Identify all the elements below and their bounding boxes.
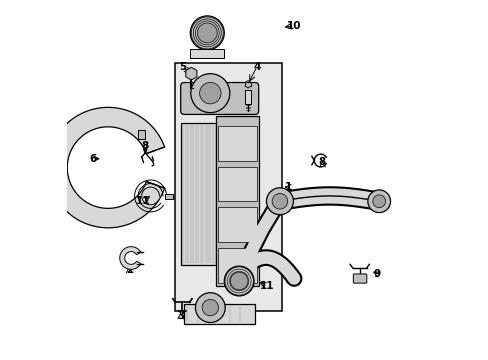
Circle shape: [199, 82, 221, 104]
Bar: [181, 123, 216, 265]
Text: 3: 3: [177, 311, 184, 321]
Circle shape: [367, 190, 390, 213]
Polygon shape: [185, 67, 197, 80]
Bar: [164, 194, 172, 199]
Bar: [218, 167, 256, 201]
Bar: [218, 126, 256, 161]
FancyBboxPatch shape: [181, 82, 258, 114]
Circle shape: [272, 193, 287, 209]
Text: 4: 4: [253, 62, 260, 72]
Circle shape: [190, 16, 224, 50]
Circle shape: [266, 188, 293, 215]
FancyBboxPatch shape: [353, 274, 366, 283]
Bar: [138, 130, 145, 139]
Circle shape: [224, 266, 254, 296]
Bar: [218, 248, 256, 283]
Text: 7: 7: [380, 198, 387, 208]
Text: 8: 8: [318, 157, 325, 167]
Bar: [184, 304, 255, 324]
Circle shape: [202, 300, 218, 316]
Bar: [216, 116, 258, 286]
Circle shape: [372, 195, 385, 208]
Polygon shape: [120, 247, 141, 269]
Circle shape: [197, 23, 217, 43]
Text: 8: 8: [142, 141, 148, 151]
Text: 2: 2: [125, 265, 133, 275]
Text: 9: 9: [373, 269, 380, 279]
Bar: [244, 90, 250, 104]
Bar: [175, 63, 281, 311]
Text: 5: 5: [179, 62, 186, 72]
Circle shape: [195, 293, 225, 323]
Text: 6: 6: [89, 154, 96, 164]
Polygon shape: [48, 107, 164, 228]
Bar: [190, 49, 224, 58]
Text: 11: 11: [136, 196, 150, 206]
Text: 1: 1: [285, 182, 292, 192]
Circle shape: [230, 272, 247, 290]
Bar: [218, 207, 256, 242]
Circle shape: [190, 74, 229, 113]
Text: 10: 10: [286, 21, 301, 31]
Text: 11: 11: [260, 281, 274, 291]
